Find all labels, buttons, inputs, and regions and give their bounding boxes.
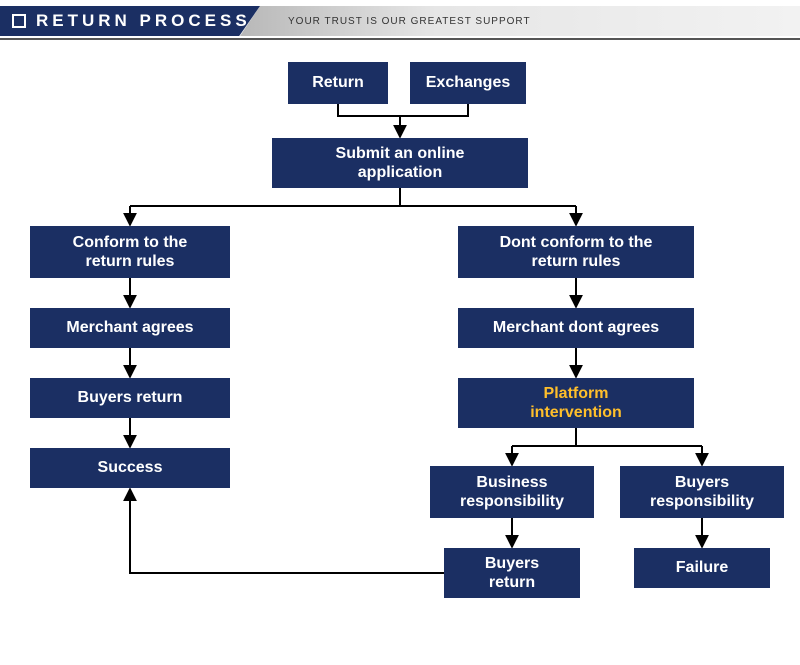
header-title: RETURN PROCESS	[36, 11, 251, 31]
node-buyers_return_l: Buyers return	[30, 378, 230, 418]
header-tagline: YOUR TRUST IS OUR GREATEST SUPPORT	[288, 16, 531, 27]
flowchart-canvas: YOUR TRUST IS OUR GREATEST SUPPORT RETUR…	[0, 0, 800, 665]
node-buyers_return_r: Buyers return	[444, 548, 580, 598]
header-underline	[0, 38, 800, 40]
square-icon	[12, 14, 26, 28]
header-blue-bar: RETURN PROCESS	[0, 6, 260, 36]
node-failure: Failure	[634, 548, 770, 588]
node-buy_resp: Buyers responsibility	[620, 466, 784, 518]
node-exchanges: Exchanges	[410, 62, 526, 104]
node-conform: Conform to the return rules	[30, 226, 230, 278]
node-biz_resp: Business responsibility	[430, 466, 594, 518]
node-platform: Platform intervention	[458, 378, 694, 428]
node-merch_no: Merchant dont agrees	[458, 308, 694, 348]
node-nonconform: Dont conform to the return rules	[458, 226, 694, 278]
node-submit: Submit an online application	[272, 138, 528, 188]
header-grey-bar: YOUR TRUST IS OUR GREATEST SUPPORT	[240, 6, 800, 36]
node-return: Return	[288, 62, 388, 104]
node-merch_agree: Merchant agrees	[30, 308, 230, 348]
node-success: Success	[30, 448, 230, 488]
